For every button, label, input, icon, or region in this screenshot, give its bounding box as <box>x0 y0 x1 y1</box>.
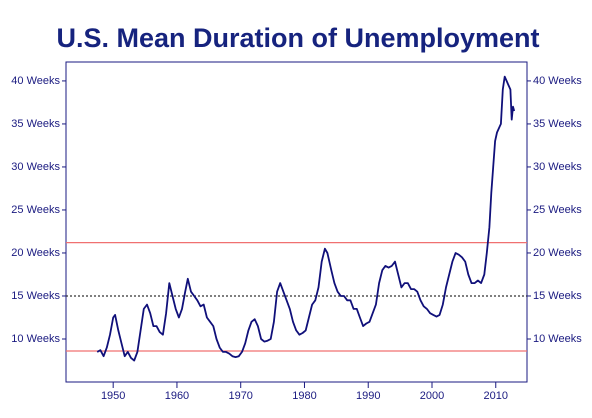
x-tick-label: 1990 <box>356 390 380 402</box>
x-tick-label: 1970 <box>228 390 252 402</box>
x-tick-label: 2010 <box>484 390 508 402</box>
x-tick-label: 1980 <box>292 390 316 402</box>
y-tick-label: 30 Weeks <box>11 161 60 173</box>
y2-tick-label: 25 Weeks <box>533 204 582 216</box>
y-tick-label: 10 Weeks <box>11 333 60 345</box>
y-tick-label: 35 Weeks <box>11 118 60 130</box>
x-tick-label: 2000 <box>420 390 444 402</box>
y2-tick-label: 10 Weeks <box>533 333 582 345</box>
plot-frame <box>65 61 528 383</box>
x-tick-label: 1950 <box>101 390 125 402</box>
chart-title: U.S. Mean Duration of Unemployment <box>56 23 539 53</box>
y2-tick-label: 35 Weeks <box>533 118 582 130</box>
y-tick-label: 25 Weeks <box>11 204 60 216</box>
y-tick-label: 15 Weeks <box>11 290 60 302</box>
y2-tick-label: 30 Weeks <box>533 161 582 173</box>
y2-tick-label: 20 Weeks <box>533 247 582 259</box>
series-line <box>96 75 516 362</box>
y-tick-label: 40 Weeks <box>11 75 60 87</box>
x-tick-label: 1960 <box>165 390 189 402</box>
y2-tick-label: 15 Weeks <box>533 290 582 302</box>
y2-tick-label: 40 Weeks <box>533 75 582 87</box>
y-tick-label: 20 Weeks <box>11 247 60 259</box>
